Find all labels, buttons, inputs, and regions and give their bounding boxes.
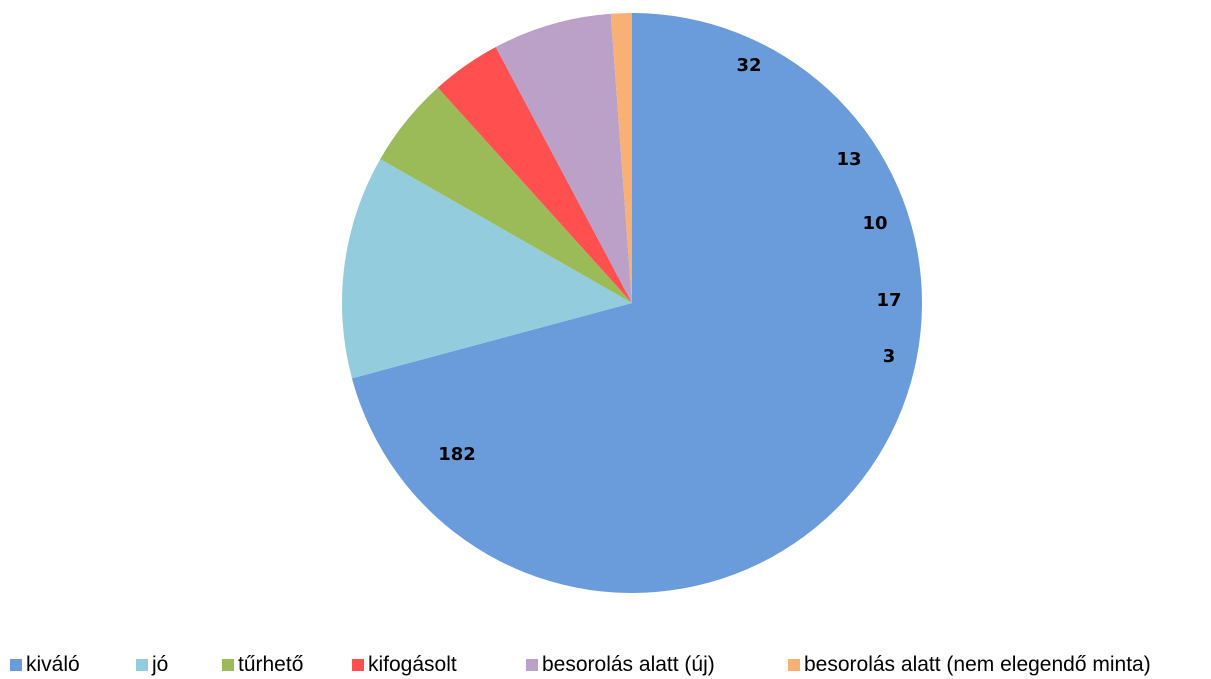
data-label-4: 10	[862, 213, 887, 234]
chart-legend: kiváló jó tűrhető kifogásolt besorolás alatt…	[0, 651, 1211, 679]
pie-slice-3	[380, 87, 632, 303]
legend-label-3: tűrhető	[238, 653, 304, 676]
data-label-3: 13	[836, 149, 861, 170]
legend-swatch-2	[136, 659, 148, 671]
data-label-5: 17	[876, 290, 901, 311]
pie-slice-1	[351, 13, 923, 593]
pie-slice-4	[437, 46, 632, 303]
legend-item-5: besorolás alatt (új)	[526, 651, 715, 679]
legend-item-3: tűrhető	[222, 651, 303, 679]
legend-item-6: besorolás alatt (nem elegendő minta)	[788, 651, 1151, 679]
legend-label-1: kiváló	[26, 653, 80, 676]
legend-item-4: kifogásolt	[352, 651, 457, 679]
legend-swatch-1	[10, 659, 22, 671]
legend-label-6: besorolás alatt (nem elegendő minta)	[804, 653, 1151, 676]
pie-slice-6	[610, 13, 632, 303]
legend-swatch-5	[526, 659, 538, 671]
legend-label-5: besorolás alatt (új)	[542, 653, 715, 676]
legend-label-4: kifogásolt	[368, 653, 457, 676]
legend-swatch-3	[222, 659, 234, 671]
data-label-2: 32	[736, 55, 761, 76]
data-label-1: 182	[438, 444, 476, 465]
pie-slice-2	[341, 159, 632, 379]
legend-label-2: jó	[152, 653, 169, 676]
legend-swatch-6	[788, 659, 800, 671]
pie-slice-5	[495, 13, 632, 304]
data-label-6: 3	[883, 346, 896, 367]
legend-item-2: jó	[136, 651, 168, 679]
pie-data-labels: 182 32 13 10 17 3	[438, 55, 901, 465]
legend-swatch-4	[352, 659, 364, 671]
pie-slices	[341, 13, 923, 593]
legend-item-1: kiváló	[10, 651, 80, 679]
